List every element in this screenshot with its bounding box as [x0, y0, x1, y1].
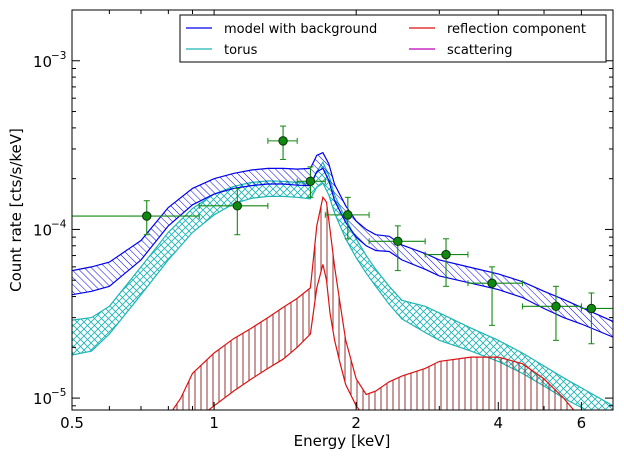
- model-with-background-upper-line: [72, 151, 613, 322]
- x-tick-labels: 0.5 1 2 4 6: [60, 414, 586, 432]
- legend: model with background reflection componen…: [179, 14, 607, 63]
- legend-entry-reflection-component: reflection component: [409, 22, 586, 37]
- data-point-6: [368, 225, 426, 272]
- legend-label: torus: [224, 43, 258, 58]
- y-tick-label: 10−4: [33, 218, 67, 239]
- legend-entry-scattering: scattering: [409, 43, 513, 58]
- data-point-1: [72, 200, 200, 236]
- data-point-4: [296, 166, 326, 198]
- x-axis-label: Energy [keV]: [294, 432, 391, 450]
- y-tick-exponent: −5: [51, 387, 66, 399]
- y-tick-exponent: −3: [51, 50, 66, 62]
- legend-label: scattering: [447, 43, 513, 58]
- y-tick-base: 10: [33, 390, 52, 408]
- data-marker: [551, 301, 561, 312]
- y-tick-label: 10−5: [33, 387, 66, 408]
- reflection-component-band-fill: [172, 197, 574, 410]
- data-point-7: [424, 238, 469, 287]
- legend-label: model with background: [224, 22, 377, 37]
- data-marker: [441, 249, 451, 260]
- reflection-component-upper-line: [171, 195, 575, 410]
- data-point-3: [267, 125, 298, 160]
- y-axis-label: Count rate [cts/s/keV]: [7, 128, 25, 292]
- data-point-5: [324, 196, 370, 240]
- data-marker: [232, 201, 243, 211]
- x-tick-label: 4: [494, 414, 504, 432]
- y-tick-labels: 10−510−410−3: [33, 50, 67, 408]
- plot-frame: [71, 9, 614, 411]
- legend-label: reflection component: [447, 22, 586, 37]
- y-tick-label: 10−3: [33, 50, 66, 71]
- data-marker: [343, 210, 353, 220]
- reflection-component-lower-line: [207, 264, 361, 410]
- data-marker: [586, 303, 597, 314]
- axis-ticks: [71, 9, 614, 410]
- model-with-background-lower-line: [72, 167, 613, 338]
- data-point-2: [198, 187, 269, 236]
- y-tick-exponent: −4: [51, 218, 67, 230]
- x-tick-label: 2: [351, 414, 361, 432]
- data-point-10: [580, 292, 613, 345]
- legend-entry-torus: torus: [186, 43, 258, 58]
- model-bands: [72, 151, 613, 410]
- x-tick-label: 6: [577, 414, 587, 432]
- data-points: [72, 125, 613, 345]
- torus-band-fill: [72, 162, 613, 410]
- x-tick-label: 1: [209, 414, 219, 432]
- data-marker: [278, 136, 288, 146]
- data-marker: [393, 236, 403, 247]
- legend-entry-model-with-background: model with background: [186, 22, 377, 37]
- data-marker: [305, 176, 316, 186]
- legend-box: [179, 14, 607, 63]
- data-point-9: [521, 285, 582, 341]
- y-tick-base: 10: [33, 221, 52, 239]
- data-marker: [487, 278, 497, 288]
- data-point-8: [467, 266, 523, 326]
- y-tick-base: 10: [33, 53, 52, 71]
- x-tick-label: 0.5: [60, 414, 84, 432]
- data-marker: [142, 211, 152, 221]
